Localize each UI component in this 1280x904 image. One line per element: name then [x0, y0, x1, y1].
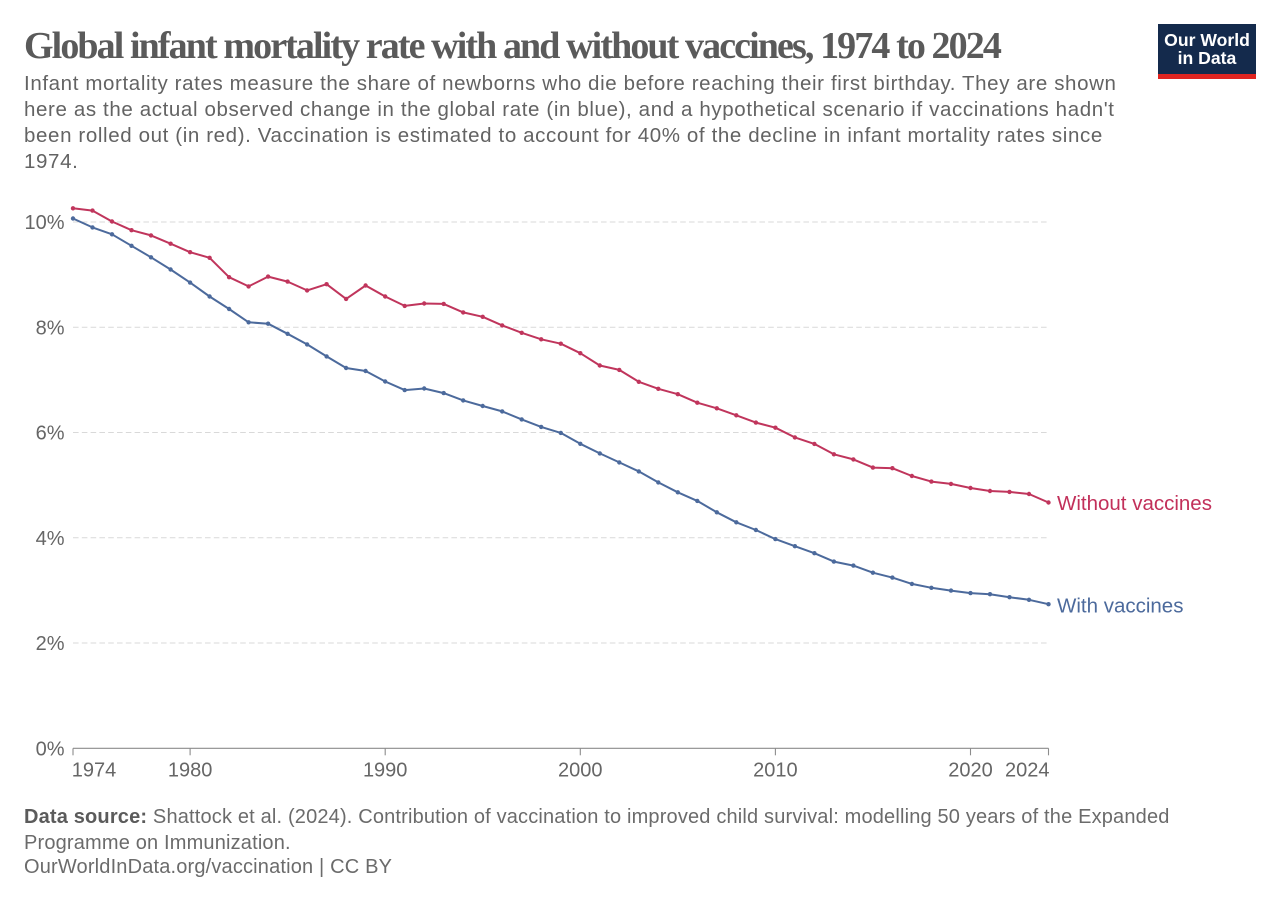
svg-text:0%: 0%	[36, 738, 65, 760]
svg-text:2%: 2%	[36, 633, 65, 655]
svg-text:1990: 1990	[363, 760, 408, 782]
svg-text:4%: 4%	[36, 528, 65, 550]
svg-text:Without vaccines: Without vaccines	[1057, 492, 1212, 515]
svg-text:2020: 2020	[948, 760, 993, 782]
svg-text:With vaccines: With vaccines	[1057, 595, 1183, 618]
svg-text:1980: 1980	[168, 760, 213, 782]
svg-text:6%: 6%	[36, 423, 65, 445]
svg-text:2000: 2000	[558, 760, 603, 782]
svg-text:10%: 10%	[24, 212, 64, 234]
svg-text:2010: 2010	[753, 760, 798, 782]
svg-text:8%: 8%	[36, 317, 65, 339]
svg-text:2024: 2024	[1005, 760, 1050, 782]
svg-text:1974: 1974	[72, 760, 117, 782]
